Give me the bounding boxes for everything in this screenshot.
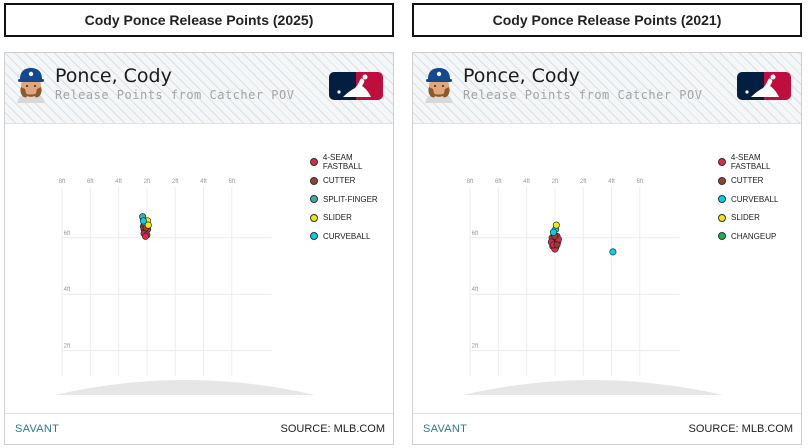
x-tick-label: 2ft bbox=[172, 179, 179, 185]
release-point bbox=[609, 248, 617, 256]
y-tick-label: 2ft bbox=[64, 344, 71, 350]
x-tick-label: 6ft bbox=[636, 179, 643, 185]
player-headshot-icon bbox=[425, 68, 453, 103]
y-tick-label: 4ft bbox=[472, 287, 479, 293]
savant-label[interactable]: SAVANT bbox=[15, 423, 60, 435]
source-label: SOURCE: MLB.COM bbox=[280, 423, 385, 435]
legend-item: 4-SEAM FASTBALL bbox=[310, 153, 393, 172]
release-point-plot: 8ft 6ft 4ft 2ft 2ft 4ft 6ft 6ft 4ft 2ft bbox=[463, 179, 723, 395]
y-tick-label: 6ft bbox=[64, 231, 71, 237]
pitchers-mound bbox=[463, 380, 723, 395]
release-point bbox=[553, 241, 561, 249]
legend-swatch bbox=[718, 232, 726, 241]
chart-panel: Ponce, Cody Release Points from Catcher … bbox=[4, 52, 394, 445]
legend-swatch bbox=[718, 158, 726, 167]
legend-item: SPLIT-FINGER bbox=[310, 190, 393, 209]
y-tick-label: 4ft bbox=[64, 287, 71, 293]
chart-title: Cody Ponce Release Points (2021) bbox=[412, 3, 802, 37]
legend-label: CUTTER bbox=[731, 176, 764, 186]
legend-item: SLIDER bbox=[718, 209, 801, 228]
panel-footer: SAVANT SOURCE: MLB.COM bbox=[413, 413, 801, 444]
panel-footer: SAVANT SOURCE: MLB.COM bbox=[5, 413, 393, 444]
player-name: Ponce, Cody bbox=[463, 65, 580, 87]
chart-legend: 4-SEAM FASTBALL CUTTER CURVEBALL SLIDER CHAN… bbox=[718, 153, 801, 246]
legend-swatch bbox=[310, 195, 318, 204]
release-point-plot: 8ft 6ft 4ft 2ft 2ft 4ft 6ft 6ft 4ft 2ft bbox=[55, 179, 315, 395]
chart-subtitle: Release Points from Catcher POV bbox=[55, 88, 295, 102]
x-tick-label: 4ft bbox=[115, 179, 122, 185]
x-tick-label: 4ft bbox=[608, 179, 615, 185]
legend-swatch bbox=[310, 213, 318, 222]
release-point bbox=[144, 221, 152, 229]
y-tick-label: 6ft bbox=[472, 231, 479, 237]
release-point bbox=[141, 232, 149, 240]
x-tick-label: 6ft bbox=[495, 179, 502, 185]
legend-label: CHANGEUP bbox=[731, 231, 777, 241]
release-point bbox=[549, 228, 557, 236]
legend-label: 4-SEAM FASTBALL bbox=[730, 153, 771, 172]
legend-item: CUTTER bbox=[310, 172, 393, 191]
legend-label: CURVEBALL bbox=[731, 194, 779, 204]
savant-label[interactable]: SAVANT bbox=[423, 423, 468, 435]
legend-label: CUTTER bbox=[323, 176, 356, 186]
chart-legend: 4-SEAM FASTBALL CUTTER SPLIT-FINGER SLIDER C… bbox=[310, 153, 393, 246]
player-headshot-icon bbox=[17, 68, 45, 103]
mlb-logo-icon bbox=[737, 72, 791, 100]
x-tick-label: 4ft bbox=[523, 179, 530, 185]
x-tick-label: 2ft bbox=[580, 179, 587, 185]
legend-label: CURVEBALL bbox=[323, 231, 371, 241]
pitchers-mound bbox=[55, 380, 315, 395]
legend-item: 4-SEAM FASTBALL bbox=[718, 153, 801, 172]
legend-label: SPLIT-FINGER bbox=[323, 194, 378, 204]
panel-header: Ponce, Cody Release Points from Catcher … bbox=[5, 53, 393, 124]
x-tick-label: 6ft bbox=[87, 179, 94, 185]
legend-label: SLIDER bbox=[323, 213, 352, 223]
release-point bbox=[139, 217, 147, 225]
chart-panel: Ponce, Cody Release Points from Catcher … bbox=[412, 52, 802, 445]
y-tick-label: 2ft bbox=[472, 344, 479, 350]
legend-swatch bbox=[718, 195, 726, 204]
chart-subtitle: Release Points from Catcher POV bbox=[463, 88, 703, 102]
mlb-logo-icon bbox=[329, 72, 383, 100]
legend-swatch bbox=[718, 176, 726, 185]
x-tick-label: 2ft bbox=[144, 179, 151, 185]
player-name: Ponce, Cody bbox=[55, 65, 172, 87]
legend-label: SLIDER bbox=[731, 213, 760, 223]
x-tick-label: 4ft bbox=[200, 179, 207, 185]
release-point bbox=[552, 221, 560, 229]
source-label: SOURCE: MLB.COM bbox=[688, 423, 793, 435]
x-tick-label: 8ft bbox=[59, 179, 66, 185]
legend-item: CUTTER bbox=[718, 172, 801, 191]
x-tick-label: 6ft bbox=[228, 179, 235, 185]
legend-swatch bbox=[310, 232, 318, 241]
legend-swatch bbox=[310, 158, 318, 167]
legend-item: CURVEBALL bbox=[310, 227, 393, 246]
legend-label: 4-SEAM FASTBALL bbox=[322, 153, 363, 172]
chart-title: Cody Ponce Release Points (2025) bbox=[4, 3, 394, 37]
legend-swatch bbox=[718, 213, 726, 222]
x-tick-label: 8ft bbox=[467, 179, 474, 185]
legend-item: CURVEBALL bbox=[718, 190, 801, 209]
panel-header: Ponce, Cody Release Points from Catcher … bbox=[413, 53, 801, 124]
legend-swatch bbox=[310, 176, 318, 185]
x-tick-label: 2ft bbox=[552, 179, 559, 185]
legend-item: CHANGEUP bbox=[718, 227, 801, 246]
legend-item: SLIDER bbox=[310, 209, 393, 228]
